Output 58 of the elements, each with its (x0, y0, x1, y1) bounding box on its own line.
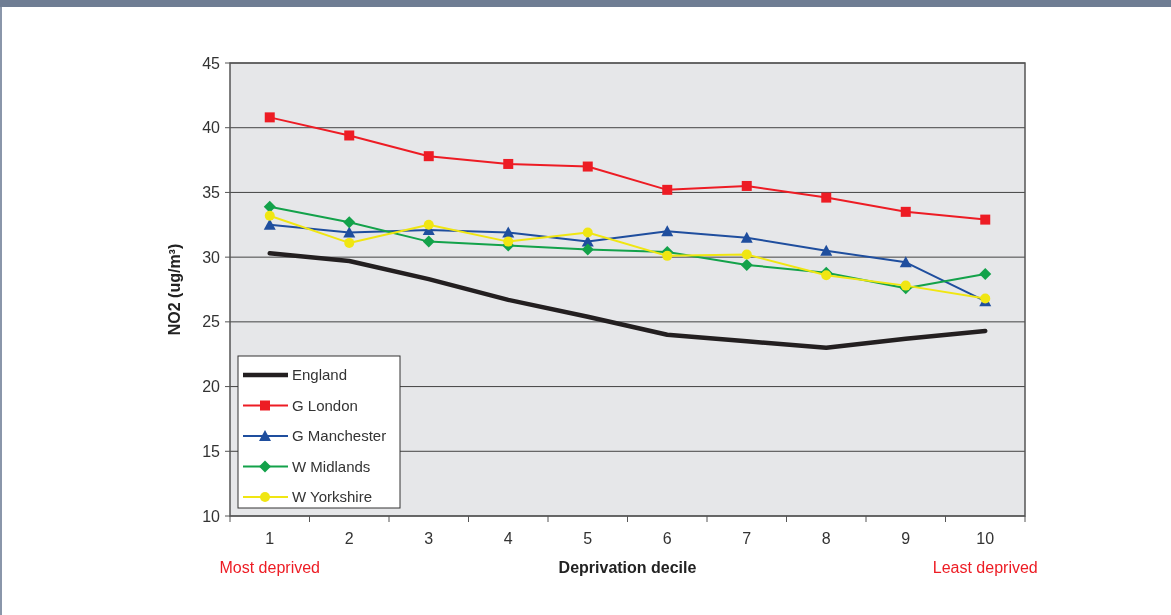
x-tick-label: 10 (976, 530, 995, 547)
x-tick-label: 8 (821, 530, 831, 547)
point (503, 236, 514, 247)
y-tick-label: 20 (202, 378, 221, 396)
point (264, 112, 275, 123)
point (820, 244, 833, 256)
point (900, 206, 911, 217)
point (662, 184, 673, 195)
y-tick-label: 35 (202, 184, 221, 202)
y-tick-label: 15 (202, 442, 221, 460)
legend-label: W Midlands (292, 457, 371, 475)
point (344, 237, 355, 248)
point (741, 180, 752, 191)
y-axis-title: NO2 (ug/m³) (166, 243, 183, 336)
x-tick-label: 3 (424, 530, 434, 547)
y-tick-label: 25 (202, 313, 221, 331)
point (343, 226, 356, 238)
x-tick-label: 4 (503, 530, 513, 547)
x-tick-label: 7 (742, 530, 752, 547)
point (662, 250, 673, 261)
point (423, 219, 434, 230)
y-tick-label: 10 (202, 507, 221, 525)
text: Most deprived (219, 559, 320, 576)
point (422, 235, 435, 248)
point (582, 227, 593, 238)
point (979, 267, 992, 280)
point (740, 258, 753, 271)
point (503, 158, 514, 169)
point (344, 130, 355, 141)
legend-label: W Yorkshire (292, 488, 373, 506)
point (423, 151, 434, 162)
point (899, 256, 912, 268)
x-tick-label: 1 (265, 530, 275, 547)
legend-label: G Manchester (292, 427, 387, 445)
y-tick-label: 45 (202, 54, 221, 72)
x-axis-title: Deprivation decile (558, 559, 697, 576)
line-series (267, 251, 988, 350)
x-tick-label: 5 (583, 530, 593, 547)
point (741, 249, 752, 260)
point (821, 270, 832, 281)
point (264, 210, 275, 221)
point (900, 280, 911, 291)
point (980, 214, 991, 225)
text: Least deprived (932, 559, 1038, 576)
point (740, 231, 753, 243)
legend-label: England (292, 366, 348, 384)
x-tick-label: 2 (344, 530, 354, 547)
x-tick-label: 6 (662, 530, 672, 547)
point (502, 226, 515, 238)
y-tick-label: 40 (202, 119, 221, 137)
point (343, 216, 356, 229)
legend-label: G London (292, 396, 358, 414)
point (821, 192, 832, 203)
y-tick-label: 30 (202, 248, 221, 266)
point (582, 161, 593, 172)
point (581, 243, 594, 256)
point (661, 225, 674, 237)
x-tick-label: 9 (901, 530, 911, 547)
